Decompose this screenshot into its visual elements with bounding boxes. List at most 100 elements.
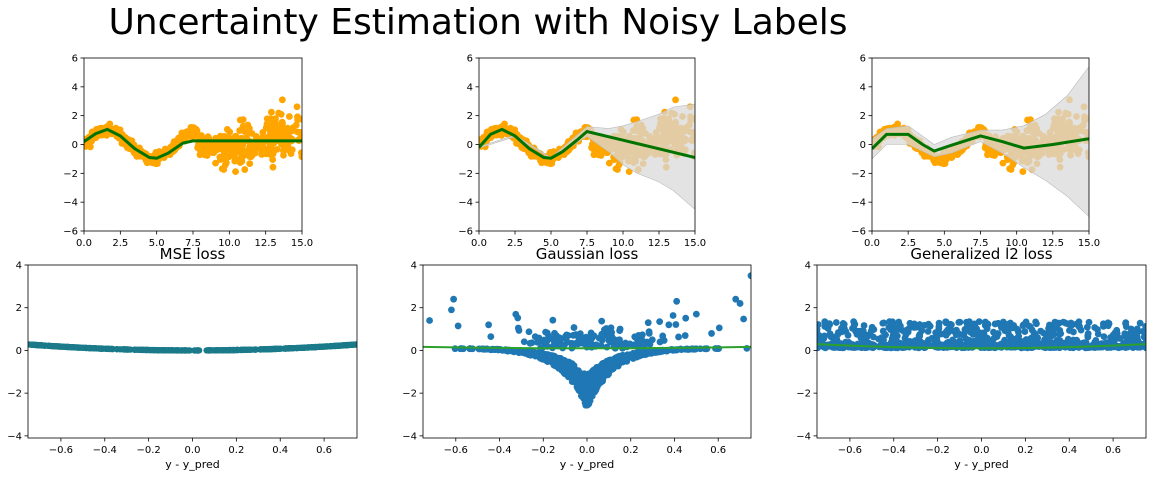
scatter-point xyxy=(113,345,121,353)
scatter-point xyxy=(349,341,356,348)
x-tick-label: 0.4 xyxy=(272,445,288,456)
scatter-point xyxy=(810,341,817,348)
x-tick-label: −0.4 xyxy=(93,445,117,456)
scatter-point xyxy=(1146,335,1152,342)
scatter-point xyxy=(1021,328,1029,335)
scatter-point xyxy=(231,157,239,165)
scatter-point xyxy=(269,163,277,171)
scatter-point xyxy=(946,322,954,330)
scatter-point xyxy=(86,344,94,352)
scatter-point xyxy=(593,375,601,383)
scatter-points xyxy=(810,318,1152,352)
scatter-point xyxy=(1146,340,1152,347)
x-tick-label: 0.6 xyxy=(1105,445,1121,456)
uncertainty-band xyxy=(872,66,1089,218)
scatter-point xyxy=(879,319,887,327)
y-tick-label: −4 xyxy=(796,431,811,442)
scatter-point xyxy=(588,343,595,351)
scatter-point xyxy=(1007,166,1015,173)
plot-area xyxy=(423,272,751,409)
scatter-point xyxy=(80,344,87,351)
x-tick-label: 0.6 xyxy=(316,445,332,456)
scatter-point xyxy=(831,333,839,341)
scatter-point xyxy=(1019,168,1027,176)
scatter-point xyxy=(580,389,588,397)
scatter-point xyxy=(942,331,950,339)
scatter-point xyxy=(817,325,821,333)
scatter-point xyxy=(977,330,985,338)
scatter-point xyxy=(840,324,848,332)
scatter-point xyxy=(645,329,653,337)
loss-curve xyxy=(423,345,751,350)
scatter-point xyxy=(978,340,986,348)
scatter-point xyxy=(859,327,867,335)
scatter-point xyxy=(682,314,690,322)
scatter-point xyxy=(990,328,997,336)
scatter-point xyxy=(73,344,80,351)
scatter-point xyxy=(1053,319,1061,327)
x-tick-label: 10.0 xyxy=(612,238,634,249)
scatter-point xyxy=(820,334,828,342)
scatter-point xyxy=(643,347,651,355)
panel-title: MSE loss xyxy=(160,245,226,263)
scatter-point xyxy=(1037,327,1045,335)
x-tick-label: −0.2 xyxy=(925,445,949,456)
scatter-point xyxy=(1146,338,1152,345)
y-tick-label: 6 xyxy=(860,54,866,65)
panel-title: Gaussian loss xyxy=(536,245,639,263)
scatter-point xyxy=(269,150,277,158)
scatter-point xyxy=(269,156,277,164)
scatter-point xyxy=(598,317,606,325)
x-tick-label: 10.0 xyxy=(1006,238,1028,249)
scatter-point xyxy=(161,347,168,354)
scatter-point xyxy=(534,338,541,346)
scatter-point xyxy=(890,323,898,331)
scatter-point xyxy=(475,345,483,353)
scatter-point xyxy=(542,328,550,336)
scatter-point xyxy=(241,166,249,173)
scatter-point xyxy=(692,310,700,318)
x-tick-label: 12.5 xyxy=(1042,238,1064,249)
scatter-point xyxy=(1094,326,1101,333)
scatter-point xyxy=(563,331,571,339)
scatter-point xyxy=(124,346,132,353)
x-tick-label: 2.5 xyxy=(507,238,523,249)
scatter-point xyxy=(314,343,321,351)
scatter-point xyxy=(952,331,960,339)
uncertainty-band xyxy=(479,103,695,210)
scatter-point xyxy=(293,103,301,111)
scatter-point xyxy=(232,132,240,140)
scatter-point xyxy=(343,341,351,349)
scatter-point xyxy=(264,133,272,141)
scatter-point xyxy=(942,318,950,326)
scatter-point xyxy=(826,330,834,338)
x-tick-label: −0.6 xyxy=(444,445,468,456)
x-tick-label: 5.0 xyxy=(936,238,952,249)
scatter-point xyxy=(926,322,934,330)
y-tick-label: −4 xyxy=(63,198,78,209)
scatter-point xyxy=(968,325,975,333)
plot-area xyxy=(810,318,1152,352)
x-tick-label: 15.0 xyxy=(684,238,706,249)
fit-line xyxy=(479,127,695,160)
scatter-point xyxy=(239,116,247,124)
x-tick-label: 0.4 xyxy=(667,445,683,456)
scatter-point xyxy=(281,141,289,149)
x-tick-label: 0.2 xyxy=(1017,445,1033,456)
x-tick-label: 0.2 xyxy=(623,445,639,456)
scatter-point xyxy=(285,345,293,352)
x-tick-label: 5.0 xyxy=(149,238,165,249)
scatter-point xyxy=(937,159,945,167)
scatter-point xyxy=(821,318,829,326)
y-tick-label: 0 xyxy=(860,140,866,151)
scatter-point xyxy=(258,143,266,151)
scatter-point xyxy=(564,338,571,346)
scatter-point xyxy=(297,130,302,138)
y-tick-label: 2 xyxy=(411,303,417,314)
scatter-point xyxy=(1082,339,1090,347)
scatter-point xyxy=(1140,333,1146,341)
scatter-point xyxy=(175,135,183,142)
scatter-point xyxy=(238,157,246,165)
scatter-point xyxy=(1136,319,1144,327)
scatter-point xyxy=(222,346,229,354)
